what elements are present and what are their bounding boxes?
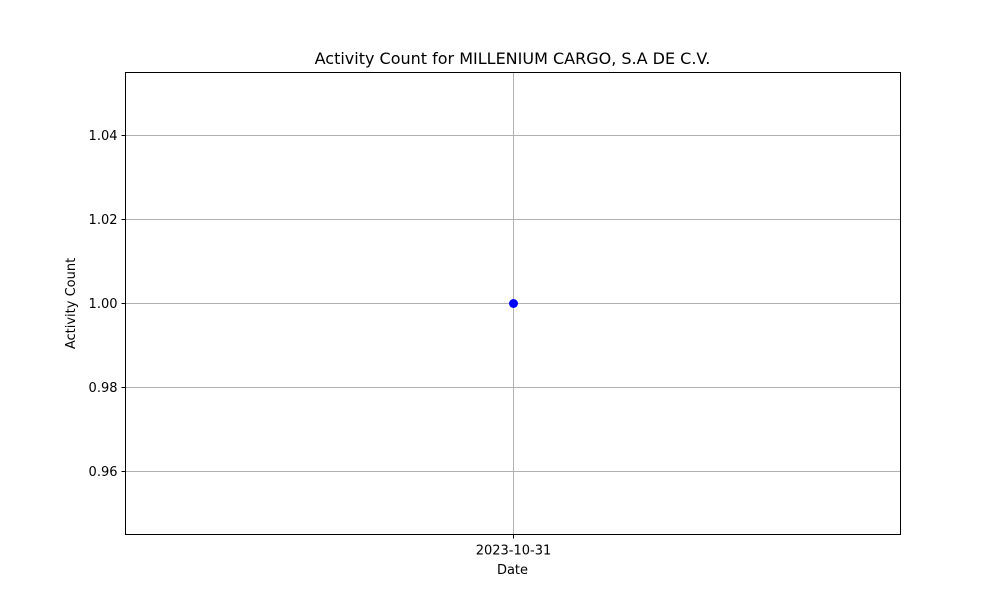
x-axis-ticks: 2023-10-31	[476, 534, 552, 559]
data-point	[509, 299, 518, 308]
y-tick-label: 0.98	[89, 381, 118, 396]
y-axis-label: Activity Count	[64, 258, 79, 349]
chart-title: Activity Count for MILLENIUM CARGO, S.A …	[315, 49, 711, 68]
y-tick-label: 1.02	[89, 213, 118, 228]
y-tick-label: 1.00	[89, 297, 118, 312]
y-axis-ticks: 0.96 0.98 1.00 1.02 1.04	[89, 129, 126, 480]
x-axis-label: Date	[497, 563, 528, 578]
data-points	[509, 299, 518, 308]
y-tick-label: 0.96	[89, 465, 118, 480]
y-tick-label: 1.04	[89, 129, 118, 144]
x-tick-label: 2023-10-31	[476, 544, 552, 559]
